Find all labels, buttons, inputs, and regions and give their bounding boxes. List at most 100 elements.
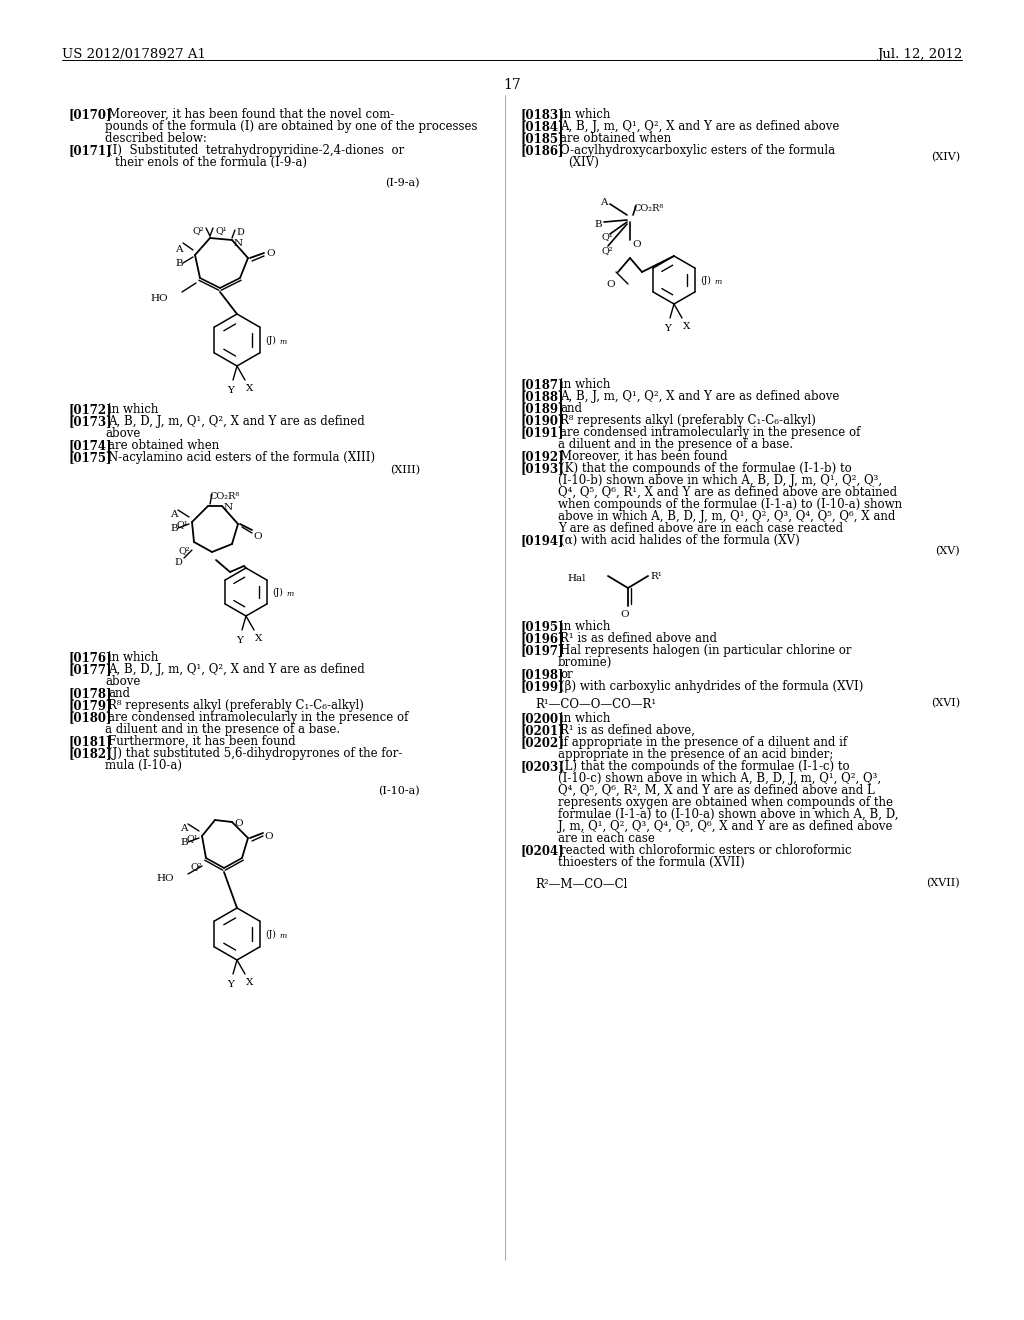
Text: [0189]: [0189] bbox=[520, 403, 563, 414]
Text: [0184]: [0184] bbox=[520, 120, 563, 133]
Text: O: O bbox=[621, 610, 630, 619]
Text: R⁸ represents alkyl (preferably C₁-C₆-alkyl): R⁸ represents alkyl (preferably C₁-C₆-al… bbox=[108, 700, 364, 711]
Text: [0196]: [0196] bbox=[520, 632, 563, 645]
Text: (α) with acid halides of the formula (XV): (α) with acid halides of the formula (XV… bbox=[560, 535, 800, 546]
Text: B: B bbox=[594, 220, 602, 228]
Text: Q²: Q² bbox=[602, 246, 613, 255]
Text: (I)  Substituted  tetrahydropyridine-2,4-diones  or: (I) Substituted tetrahydropyridine-2,4-d… bbox=[108, 144, 404, 157]
Text: (XV): (XV) bbox=[935, 546, 961, 556]
Text: A, B, D, J, m, Q¹, Q², X and Y are as defined: A, B, D, J, m, Q¹, Q², X and Y are as de… bbox=[108, 414, 365, 428]
Text: B: B bbox=[180, 838, 187, 847]
Text: [0198]: [0198] bbox=[520, 668, 563, 681]
Text: Q⁴, Q⁵, Q⁶, R¹, X and Y are as defined above are obtained: Q⁴, Q⁵, Q⁶, R¹, X and Y are as defined a… bbox=[558, 486, 897, 499]
Text: X: X bbox=[255, 634, 262, 643]
Text: [0201]: [0201] bbox=[520, 723, 563, 737]
Text: Q⁴, Q⁵, Q⁶, R², M, X and Y are as defined above and L: Q⁴, Q⁵, Q⁶, R², M, X and Y are as define… bbox=[558, 784, 874, 797]
Text: R¹ is as defined above,: R¹ is as defined above, bbox=[560, 723, 695, 737]
Text: A: A bbox=[175, 246, 182, 253]
Text: Q¹: Q¹ bbox=[602, 232, 613, 242]
Text: X: X bbox=[246, 978, 253, 987]
Text: [0181]: [0181] bbox=[68, 735, 112, 748]
Text: (XVII): (XVII) bbox=[927, 878, 961, 888]
Text: appropriate in the presence of an acid binder;: appropriate in the presence of an acid b… bbox=[558, 748, 834, 762]
Text: [0174]: [0174] bbox=[68, 440, 112, 451]
Text: Y: Y bbox=[227, 979, 234, 989]
Text: [0178]: [0178] bbox=[68, 686, 112, 700]
Text: Y: Y bbox=[665, 323, 672, 333]
Text: (I-10-b) shown above in which A, B, D, J, m, Q¹, Q², Q³,: (I-10-b) shown above in which A, B, D, J… bbox=[558, 474, 882, 487]
Text: above: above bbox=[105, 675, 140, 688]
Text: CO₂R⁸: CO₂R⁸ bbox=[634, 205, 665, 213]
Text: (J): (J) bbox=[700, 276, 711, 285]
Text: (L) that the compounds of the formulae (I-1-c) to: (L) that the compounds of the formulae (… bbox=[560, 760, 850, 774]
Text: Q²: Q² bbox=[178, 546, 190, 554]
Text: [0172]: [0172] bbox=[68, 403, 112, 416]
Text: (J) that substituted 5,6-dihydropyrones of the for-: (J) that substituted 5,6-dihydropyrones … bbox=[108, 747, 402, 760]
Text: [0204]: [0204] bbox=[520, 843, 563, 857]
Text: (J): (J) bbox=[272, 587, 283, 597]
Text: N-acylamino acid esters of the formula (XIII): N-acylamino acid esters of the formula (… bbox=[108, 451, 375, 465]
Text: [0186]: [0186] bbox=[520, 144, 563, 157]
Text: are obtained when: are obtained when bbox=[108, 440, 219, 451]
Text: Jul. 12, 2012: Jul. 12, 2012 bbox=[877, 48, 962, 61]
Text: above: above bbox=[105, 426, 140, 440]
Text: (I-10-a): (I-10-a) bbox=[379, 785, 420, 796]
Text: A: A bbox=[600, 198, 607, 207]
Text: CO₂R⁸: CO₂R⁸ bbox=[210, 492, 241, 502]
Text: R²—M—CO—Cl: R²—M—CO—Cl bbox=[535, 878, 628, 891]
Text: (XVI): (XVI) bbox=[931, 698, 961, 709]
Text: are obtained when: are obtained when bbox=[560, 132, 672, 145]
Text: O: O bbox=[632, 240, 641, 249]
Text: A, B, J, m, Q¹, Q², X and Y are as defined above: A, B, J, m, Q¹, Q², X and Y are as defin… bbox=[560, 120, 840, 133]
Text: in which: in which bbox=[560, 108, 610, 121]
Text: X: X bbox=[683, 322, 690, 331]
Text: X: X bbox=[246, 384, 253, 393]
Text: formulae (I-1-a) to (I-10-a) shown above in which A, B, D,: formulae (I-1-a) to (I-10-a) shown above… bbox=[558, 808, 898, 821]
Text: described below:: described below: bbox=[105, 132, 207, 145]
Text: thioesters of the formula (XVII): thioesters of the formula (XVII) bbox=[558, 855, 744, 869]
Text: (XIII): (XIII) bbox=[390, 465, 420, 475]
Text: B: B bbox=[170, 524, 178, 533]
Text: B: B bbox=[175, 259, 183, 268]
Text: [0203]: [0203] bbox=[520, 760, 564, 774]
Text: [0202]: [0202] bbox=[520, 737, 564, 748]
Text: [0171]: [0171] bbox=[68, 144, 112, 157]
Text: R¹ is as defined above and: R¹ is as defined above and bbox=[560, 632, 717, 645]
Text: [0180]: [0180] bbox=[68, 711, 112, 723]
Text: A, B, J, m, Q¹, Q², X and Y are as defined above: A, B, J, m, Q¹, Q², X and Y are as defin… bbox=[560, 389, 840, 403]
Text: [0173]: [0173] bbox=[68, 414, 112, 428]
Text: in which: in which bbox=[108, 403, 159, 416]
Text: R¹—CO—O—CO—R¹: R¹—CO—O—CO—R¹ bbox=[535, 698, 656, 711]
Text: [0185]: [0185] bbox=[520, 132, 563, 145]
Text: (I-10-c) shown above in which A, B, D, J, m, Q¹, Q², Q³,: (I-10-c) shown above in which A, B, D, J… bbox=[558, 772, 881, 785]
Text: above in which A, B, D, J, m, Q¹, Q², Q³, Q⁴, Q⁵, Q⁶, X and: above in which A, B, D, J, m, Q¹, Q², Q³… bbox=[558, 510, 895, 523]
Text: A, B, D, J, m, Q¹, Q², X and Y are as defined: A, B, D, J, m, Q¹, Q², X and Y are as de… bbox=[108, 663, 365, 676]
Text: Q²: Q² bbox=[193, 226, 204, 235]
Text: and: and bbox=[108, 686, 130, 700]
Text: Moreover, it has been found: Moreover, it has been found bbox=[560, 450, 728, 463]
Text: HO: HO bbox=[151, 294, 168, 304]
Text: A: A bbox=[180, 824, 187, 833]
Text: O: O bbox=[264, 832, 272, 841]
Text: (J): (J) bbox=[265, 931, 275, 939]
Text: [0199]: [0199] bbox=[520, 680, 563, 693]
Text: a diluent and in the presence of a base.: a diluent and in the presence of a base. bbox=[558, 438, 794, 451]
Text: Q²: Q² bbox=[190, 862, 202, 871]
Text: reacted with chloroformic esters or chloroformic: reacted with chloroformic esters or chlo… bbox=[560, 843, 852, 857]
Text: D: D bbox=[236, 228, 244, 238]
Text: Hal: Hal bbox=[567, 574, 586, 583]
Text: m: m bbox=[286, 590, 293, 598]
Text: bromine): bromine) bbox=[558, 656, 612, 669]
Text: are in each case: are in each case bbox=[558, 832, 655, 845]
Text: A: A bbox=[170, 510, 178, 519]
Text: [0182]: [0182] bbox=[68, 747, 112, 760]
Text: if appropriate in the presence of a diluent and if: if appropriate in the presence of a dilu… bbox=[560, 737, 847, 748]
Text: Y: Y bbox=[237, 636, 244, 645]
Text: Q¹: Q¹ bbox=[216, 226, 227, 235]
Text: R¹: R¹ bbox=[650, 572, 662, 581]
Text: [0190]: [0190] bbox=[520, 414, 563, 426]
Text: Moreover, it has been found that the novel com-: Moreover, it has been found that the nov… bbox=[108, 108, 394, 121]
Text: Q¹: Q¹ bbox=[186, 834, 198, 843]
Text: 17: 17 bbox=[503, 78, 521, 92]
Text: O: O bbox=[253, 532, 261, 541]
